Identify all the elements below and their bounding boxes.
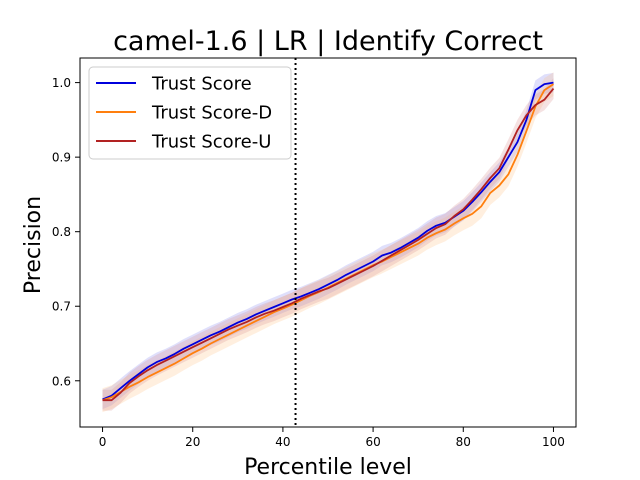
y-tick-label: 0.8: [52, 225, 71, 239]
y-tick-label: 0.9: [52, 151, 71, 165]
confidence-band-3: [102, 78, 554, 411]
x-tick-label: 100: [542, 435, 565, 449]
x-tick-label: 20: [185, 435, 200, 449]
legend[interactable]: Trust Score Trust Score-D Trust Score-U: [88, 66, 292, 160]
x-tick-label: 60: [365, 435, 380, 449]
series-line-3: [102, 88, 555, 402]
confidence-band-1: [102, 72, 554, 410]
legend-label-2: Trust Score-D: [151, 103, 272, 124]
x-tick-label: 40: [275, 435, 290, 449]
series-line-1: [102, 81, 554, 401]
series-lines: [102, 81, 555, 402]
legend-label-1: Trust Score: [151, 74, 252, 95]
y-tick-label: 1.0: [52, 76, 71, 90]
x-tick-label: 80: [456, 435, 471, 449]
chart-title: camel-1.6 | LR | Identify Correct: [113, 26, 543, 57]
x-axis-ticks: 0 20 40 60 80 100: [99, 427, 565, 449]
plot-area-frame: [79, 57, 577, 428]
x-axis-label: Percentile level: [244, 455, 412, 480]
y-tick-label: 0.7: [52, 300, 71, 314]
y-tick-label: 0.6: [52, 374, 71, 388]
legend-label-3: Trust Score-U: [151, 132, 271, 153]
y-axis-label: Precision: [21, 196, 46, 294]
x-tick-label: 0: [99, 435, 107, 449]
y-axis-ticks: 0.6 0.7 0.8 0.9 1.0: [52, 76, 80, 388]
legend-box: [88, 66, 292, 160]
